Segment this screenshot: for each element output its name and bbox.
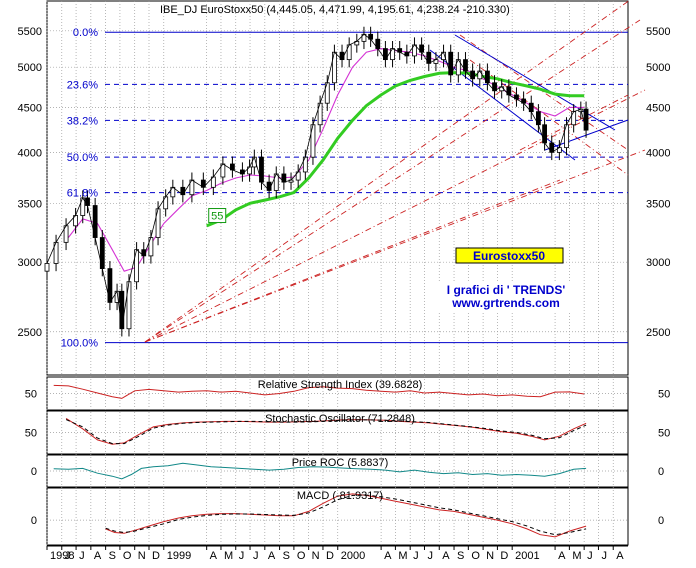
y-tick-label-left-3: 4000 [18,147,42,159]
x-tick-label-0: 1998 [50,550,74,562]
candle-body-66 [542,124,547,144]
indicator-line-2 [53,462,587,480]
fan-line-4 [144,0,631,343]
x-tick-label-20: M [398,550,407,562]
x-tick-label-31: J [587,550,593,562]
x-tick-label-1: J [65,550,71,562]
x-tick-label-22: J [427,550,433,562]
fan-line-3 [144,19,641,343]
x-tick-label-10: M [224,550,233,562]
y-tick-label-left-5: 5000 [18,62,42,74]
fib-label-5: 100.0% [61,338,99,350]
x-tick-label-13: A [268,550,276,562]
x-tick-label-27: D [500,550,508,562]
y-tick-label-left-0: 2500 [18,327,42,339]
fan-line-2 [144,89,646,343]
y-tick-label-right-5: 5000 [646,62,670,74]
x-tick-label-8: 1999 [167,550,191,562]
indicator-label-3: MACD (-81.9317) [297,490,383,502]
x-tick-label-17: D [326,550,334,562]
fan-line-1 [144,149,646,343]
x-tick-label-5: O [123,550,132,562]
candle-body-72 [583,108,589,131]
x-tick-label-3: A [94,550,102,562]
x-tick-label-4: S [109,550,116,562]
indicator-tick-right-3: 0 [658,515,664,527]
x-tick-label-11: J [239,550,245,562]
y-tick-label-left-2: 3500 [18,198,42,210]
y-tick-label-left-1: 3000 [18,257,42,269]
y-tick-label-left-6: 5500 [18,26,42,38]
x-tick-label-15: O [297,550,306,562]
y-tick-label-right-6: 5500 [646,26,670,38]
y-tick-label-left-4: 4500 [18,102,42,114]
moving-average-55-line [206,71,585,228]
y-tick-label-right-4: 4500 [646,102,670,114]
indicator-label-0: Relative Strength Index (39.6828) [258,379,423,391]
x-tick-label-16: N [312,550,320,562]
x-tick-label-14: S [283,550,290,562]
indicator-tick-left-3: 0 [31,515,37,527]
indicator-label-2: Price ROC (5.8837) [292,457,389,469]
x-tick-label-33: A [616,550,624,562]
x-tick-label-26: N [486,550,494,562]
y-tick-label-right-3: 4000 [646,147,670,159]
x-tick-label-30: M [572,550,581,562]
x-tick-label-25: O [471,550,480,562]
indicator-tick-right-0: 50 [658,389,670,401]
price-close-line [46,33,587,329]
indicator-tick-left-0: 50 [25,389,37,401]
x-tick-label-21: J [413,550,419,562]
y-tick-label-right-0: 2500 [646,327,670,339]
trend-line-red-c [519,94,629,151]
x-tick-label-24: S [457,550,464,562]
ma-55-badge-label: 55 [211,211,223,223]
credit-box [433,281,579,311]
stochastic-k-line [65,417,587,445]
x-tick-label-32: J [601,550,607,562]
x-tick-label-7: D [152,550,160,562]
eurostoxx-badge-box [455,247,564,264]
indicator-tick-left-1: 50 [25,428,37,440]
fib-label-1: 23.6% [67,79,98,91]
indicator-tick-right-1: 50 [658,428,670,440]
indicator-label-1: Stochastic Oscillator (71.2848) [265,413,415,425]
y-tick-label-right-2: 3500 [646,198,670,210]
fib-label-2: 38.2% [67,115,98,127]
indicator-tick-right-2: 0 [658,466,664,478]
credit-line-2: www.grtrends.com [451,296,560,310]
eurostoxx-badge-label: Eurostoxx50 [473,249,545,263]
x-tick-label-12: J [253,550,259,562]
x-tick-label-6: N [138,550,146,562]
fib-label-3: 50.0% [67,152,98,164]
fib-label-4: 61.8% [67,188,98,200]
macd-line [105,493,587,538]
ma-55-badge-box [208,208,227,224]
candle-body-0 [44,263,50,272]
y-tick-label-right-1: 3000 [646,257,670,269]
x-tick-label-18: 2000 [341,550,365,562]
chart-title: IBE_DJ EuroStoxx50 (4,445.05, 4,471.99, … [160,4,510,16]
indicator-line-0 [53,384,585,399]
indicator-tick-left-2: 0 [31,466,37,478]
x-tick-label-28: 2001 [515,550,539,562]
x-tick-label-23: A [442,550,450,562]
x-tick-label-29: A [558,550,566,562]
candle-body-10 [119,290,125,330]
credit-line-1: I grafici di ' TRENDS' [447,283,566,297]
x-tick-label-9: A [210,550,218,562]
trend-line-red-a [459,34,629,151]
x-tick-label-19: A [384,550,392,562]
x-tick-label-2: J [79,550,85,562]
fib-label-0: 0.0% [73,27,98,39]
